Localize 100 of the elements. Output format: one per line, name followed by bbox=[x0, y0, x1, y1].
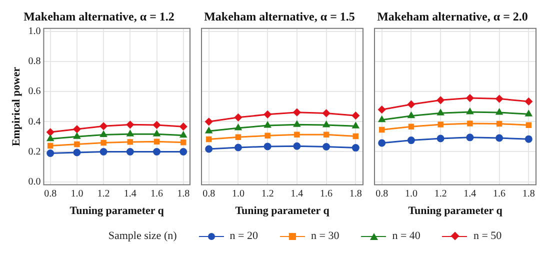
point bbox=[438, 122, 444, 128]
point bbox=[100, 140, 106, 146]
point bbox=[180, 148, 188, 156]
y-axis-title: Empirical power bbox=[10, 66, 22, 146]
point bbox=[74, 141, 80, 148]
x-axis-title: Tuning parameter q bbox=[408, 205, 504, 218]
x-axis-title: Tuning parameter q bbox=[235, 205, 330, 218]
point bbox=[264, 132, 270, 138]
chart-title: Makeham alternative, α = 1.5 bbox=[204, 9, 355, 24]
point bbox=[206, 136, 212, 142]
legend-label: n = 30 bbox=[311, 230, 340, 242]
point bbox=[47, 142, 54, 149]
x-tick-label: 0.8 bbox=[202, 188, 216, 200]
point bbox=[74, 132, 80, 139]
point bbox=[46, 149, 54, 157]
point bbox=[496, 108, 503, 115]
point bbox=[180, 122, 188, 130]
y-tick-label: 0.4 bbox=[28, 116, 41, 128]
x-tick-label: 1.0 bbox=[70, 188, 84, 200]
point bbox=[47, 135, 54, 142]
point bbox=[234, 114, 242, 122]
point bbox=[100, 130, 107, 137]
point bbox=[524, 135, 532, 143]
point bbox=[467, 120, 473, 126]
y-tick-label: 0.8 bbox=[28, 56, 41, 68]
point bbox=[293, 142, 301, 150]
point bbox=[234, 124, 242, 130]
y-tick-label: 0.2 bbox=[28, 146, 41, 158]
y-tick-label: 0.0 bbox=[28, 176, 41, 188]
y-tick-label: 1.0 bbox=[28, 26, 41, 38]
point bbox=[378, 126, 385, 133]
x-tick-label: 1.8 bbox=[522, 188, 535, 200]
point bbox=[73, 125, 81, 133]
point bbox=[73, 148, 81, 156]
point bbox=[407, 136, 415, 144]
point bbox=[408, 124, 414, 130]
legend-label: n = 40 bbox=[392, 230, 420, 242]
point bbox=[526, 122, 532, 128]
x-tick-label: 1.4 bbox=[124, 188, 136, 200]
point bbox=[352, 112, 360, 120]
point bbox=[264, 142, 272, 150]
point bbox=[407, 100, 415, 108]
x-tick-label: 1.2 bbox=[97, 188, 110, 200]
point bbox=[525, 110, 532, 116]
x-tick-label: 1.8 bbox=[177, 188, 190, 200]
point bbox=[264, 122, 271, 128]
point bbox=[234, 144, 242, 152]
point bbox=[322, 143, 330, 151]
x-tick-label: 1.4 bbox=[464, 188, 476, 200]
y-tick-label: 0.6 bbox=[28, 86, 41, 98]
point bbox=[496, 134, 504, 142]
x-tick-label: 1.8 bbox=[349, 188, 362, 200]
x-tick-label: 1.6 bbox=[150, 188, 163, 200]
point bbox=[264, 110, 272, 118]
point bbox=[437, 109, 444, 116]
point bbox=[100, 148, 108, 156]
point bbox=[408, 112, 415, 118]
x-tick-label: 1.0 bbox=[232, 188, 244, 200]
point bbox=[466, 108, 474, 114]
legend-title: Sample size (n) bbox=[108, 230, 177, 242]
point bbox=[293, 108, 301, 116]
point bbox=[205, 145, 213, 153]
point bbox=[154, 138, 160, 145]
point bbox=[436, 96, 444, 104]
x-tick-label: 0.8 bbox=[44, 188, 57, 200]
point bbox=[322, 121, 330, 128]
point bbox=[180, 140, 186, 146]
x-tick-label: 1.6 bbox=[493, 188, 506, 200]
point bbox=[466, 134, 474, 142]
point bbox=[524, 98, 532, 106]
point bbox=[205, 118, 213, 126]
point bbox=[496, 120, 502, 127]
legend-label: n = 50 bbox=[473, 230, 502, 242]
point bbox=[294, 132, 300, 138]
x-tick-label: 1.2 bbox=[434, 188, 447, 200]
point bbox=[46, 128, 54, 136]
point bbox=[378, 106, 386, 114]
legend-label: n = 20 bbox=[230, 230, 258, 242]
chart-title: Makeham alternative, α = 2.0 bbox=[377, 9, 528, 24]
point bbox=[466, 94, 474, 102]
point bbox=[126, 130, 134, 136]
point bbox=[378, 116, 386, 122]
point bbox=[235, 134, 242, 140]
x-tick-label: 1.2 bbox=[261, 188, 274, 200]
point bbox=[322, 109, 330, 117]
x-tick-label: 0.8 bbox=[376, 188, 388, 200]
point bbox=[294, 120, 300, 127]
point bbox=[127, 139, 134, 145]
point bbox=[352, 133, 359, 140]
point bbox=[436, 134, 444, 142]
point bbox=[153, 130, 160, 136]
point bbox=[153, 148, 160, 156]
point bbox=[352, 122, 360, 128]
point bbox=[153, 121, 160, 129]
point bbox=[100, 122, 108, 130]
chart-title: Makeham alternative, α = 1.2 bbox=[24, 9, 174, 24]
x-tick-label: 1.6 bbox=[320, 188, 333, 200]
point bbox=[205, 127, 212, 134]
point bbox=[323, 132, 330, 138]
point bbox=[496, 95, 504, 103]
